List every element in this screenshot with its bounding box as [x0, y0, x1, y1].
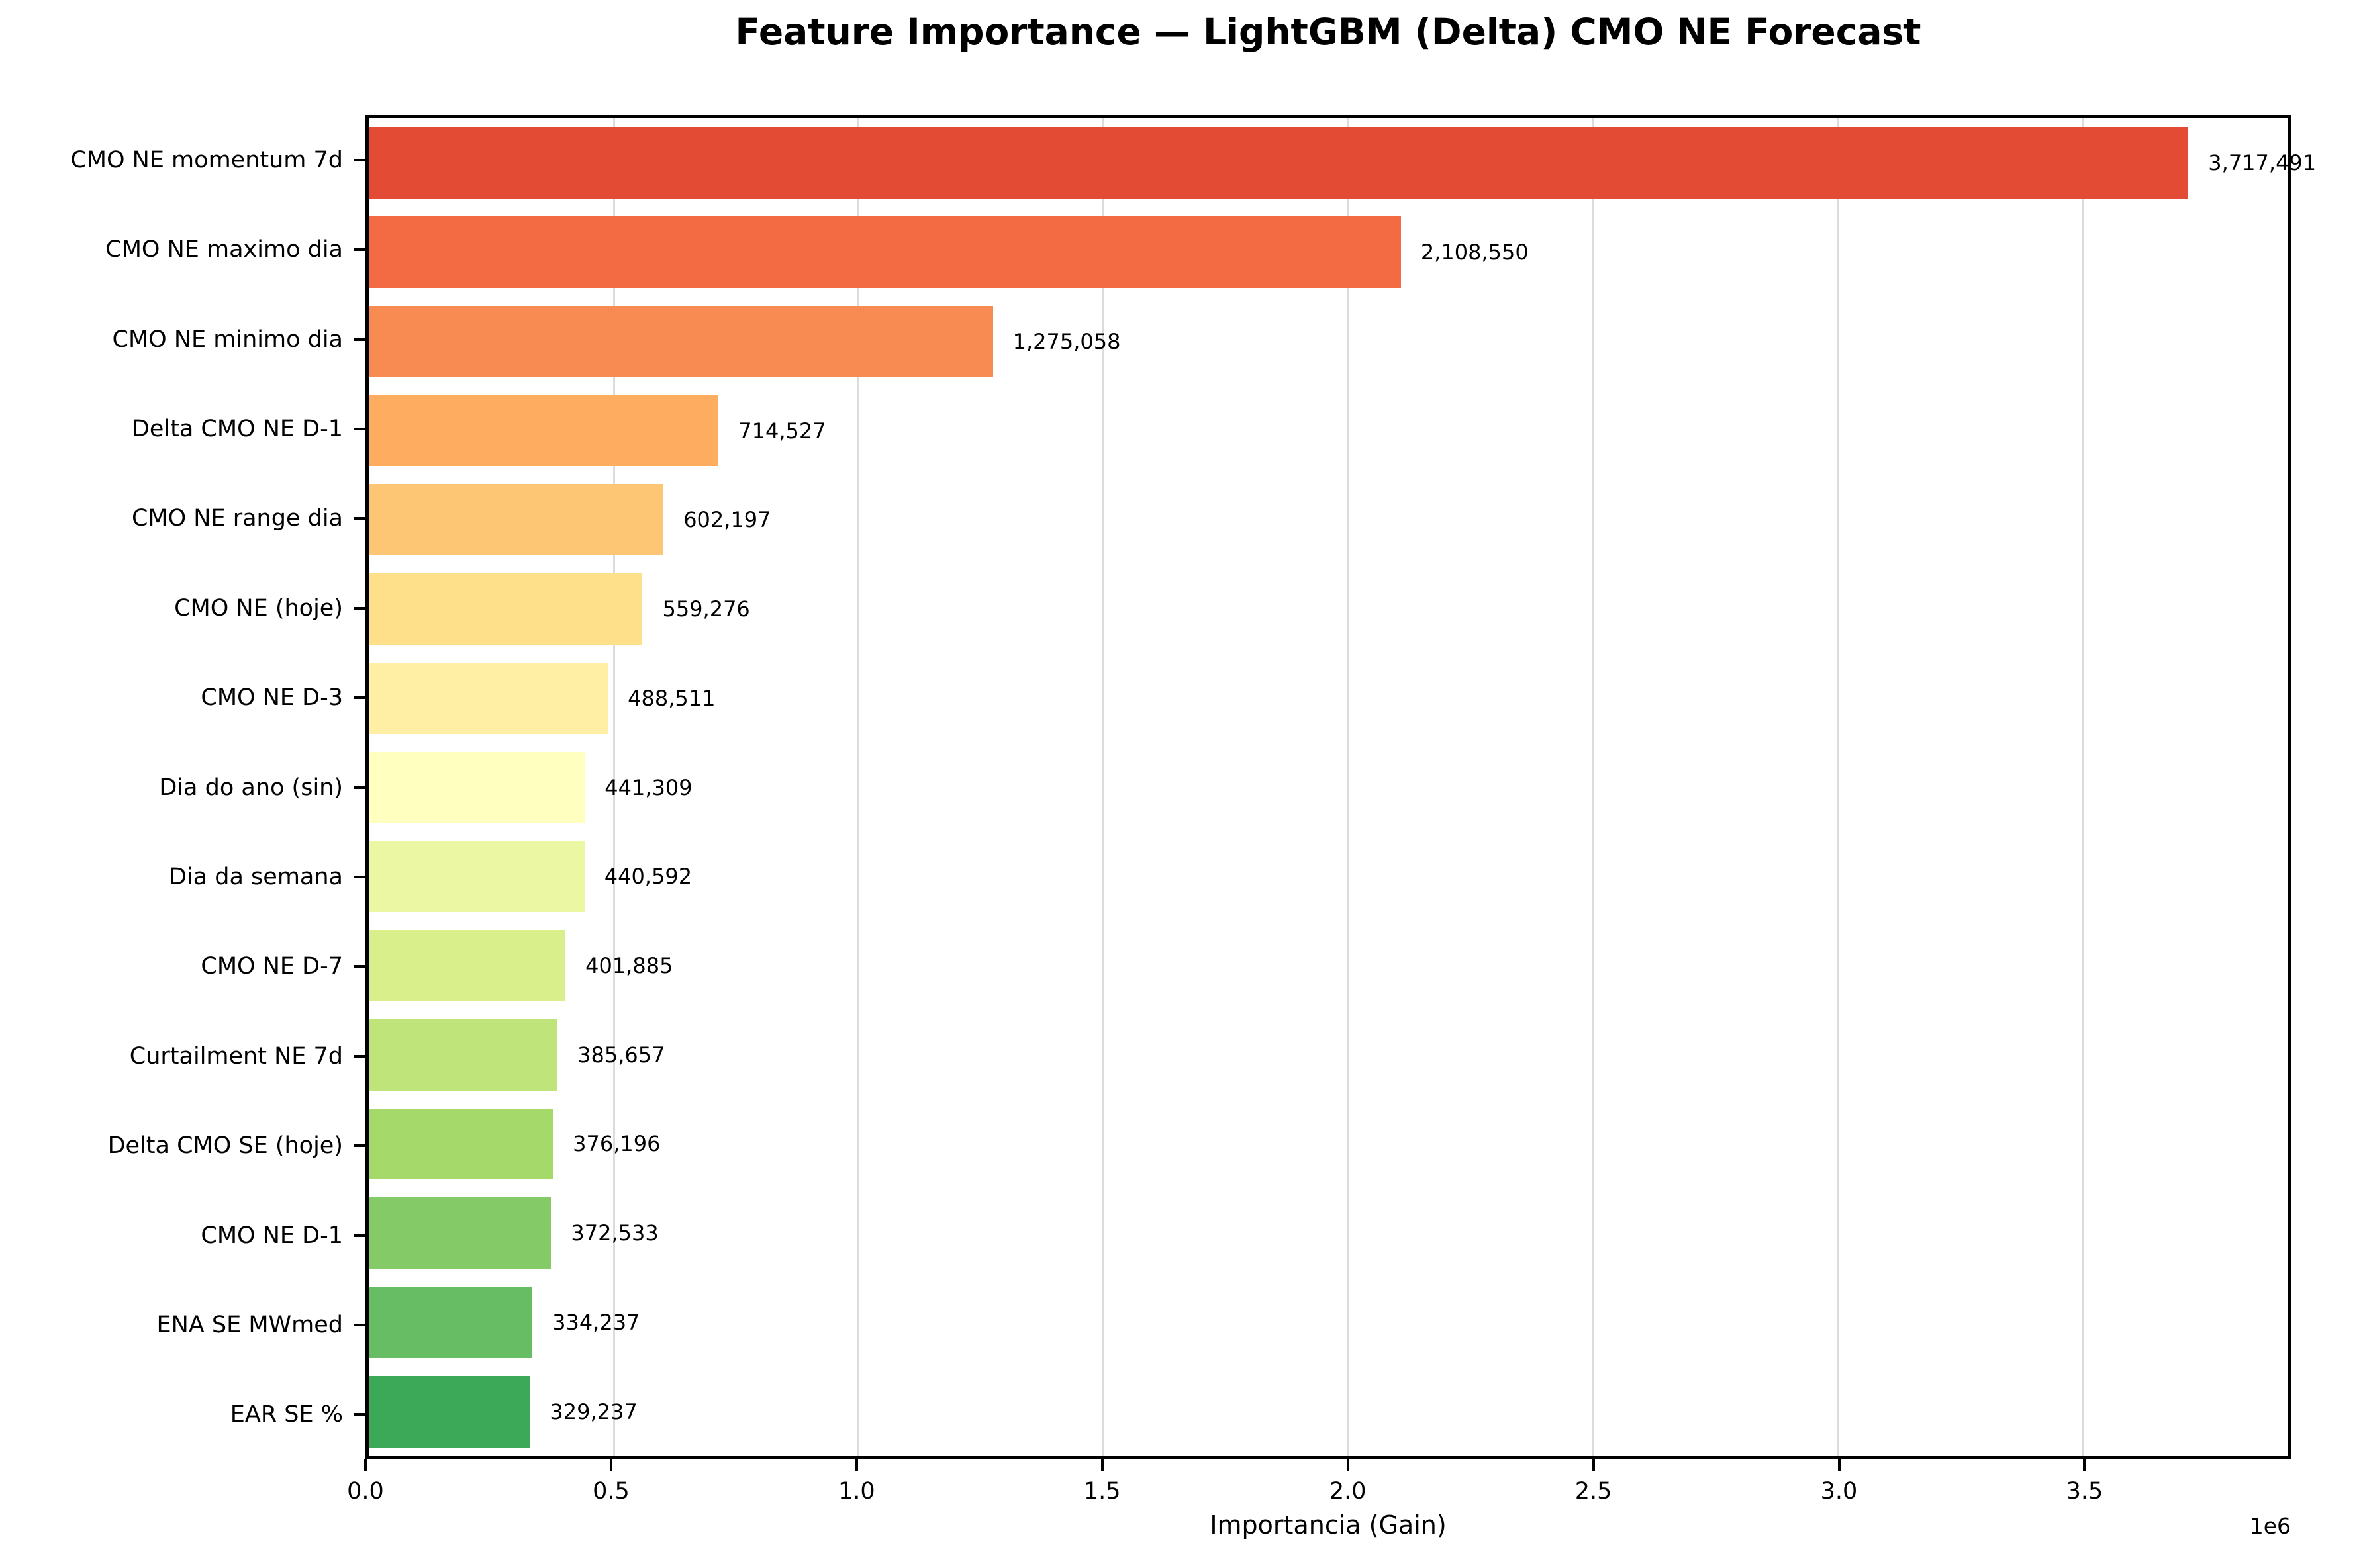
grid-layer	[369, 118, 2288, 1456]
x-axis-tick	[364, 1459, 367, 1471]
bar-value-label: 401,885	[585, 952, 673, 978]
y-axis-category-label: CMO NE D-7	[201, 953, 343, 980]
bar	[369, 394, 719, 467]
y-axis-tick	[354, 786, 365, 789]
y-axis-tick	[354, 427, 365, 430]
y-axis-category-label: CMO NE momentum 7d	[70, 146, 343, 173]
bar	[369, 751, 585, 823]
y-axis-category-label: CMO NE (hoje)	[174, 594, 343, 622]
bar	[369, 1287, 533, 1358]
chart-title: Feature Importance — LightGBM (Delta) CM…	[735, 11, 1921, 53]
y-axis-category-label: Dia da semana	[169, 863, 343, 890]
bar	[369, 1108, 554, 1180]
bar-value-label: 602,197	[683, 507, 771, 533]
y-axis-category-label: CMO NE maximo dia	[105, 236, 343, 263]
x-axis-tick	[1592, 1459, 1595, 1471]
y-axis-tick	[354, 1054, 365, 1058]
bar	[369, 1019, 558, 1091]
x-axis-tick-label: 2.0	[1329, 1478, 1367, 1504]
gridline	[1836, 118, 1839, 1456]
gridline	[857, 118, 860, 1456]
bar-value-label: 714,527	[738, 418, 826, 443]
bar	[369, 1375, 530, 1448]
bar-value-label: 2,108,550	[1420, 240, 1529, 265]
y-axis-tick	[354, 606, 365, 610]
y-axis-category-label: CMO NE range dia	[131, 505, 343, 532]
bar-value-label: 372,533	[571, 1221, 659, 1246]
y-axis-category-label: Delta CMO SE (hoje)	[107, 1132, 343, 1160]
y-axis-tick	[354, 965, 365, 968]
bar-layer: 3,717,491 2,108,550 1,275,058 714,527 60…	[369, 118, 2316, 1456]
bar-value-label: 376,196	[573, 1131, 661, 1157]
y-axis-category-label: CMO NE D-3	[201, 684, 343, 712]
y-axis-tick	[354, 1234, 365, 1237]
bar-value-label: 440,592	[604, 864, 693, 890]
bar-value-label: 559,276	[662, 596, 750, 622]
x-axis-tick	[1100, 1459, 1104, 1471]
x-axis-offset-label: 1e6	[2249, 1513, 2291, 1539]
bar	[369, 484, 664, 556]
gridline	[1347, 118, 1349, 1456]
y-axis-tick	[354, 1323, 365, 1326]
bar	[369, 841, 585, 913]
gridline	[1592, 118, 1594, 1456]
bar-value-label: 385,657	[577, 1042, 665, 1068]
x-axis-tick-label: 2.5	[1574, 1478, 1612, 1504]
y-axis-tick	[354, 517, 365, 520]
x-axis-tick	[2083, 1459, 2086, 1471]
gridline	[612, 118, 615, 1456]
y-axis-category-label: CMO NE minimo dia	[112, 326, 343, 353]
bar	[369, 662, 608, 734]
y-axis-tick	[354, 338, 365, 341]
y-axis-tick	[354, 696, 365, 700]
y-axis-tick	[354, 875, 365, 878]
y-axis-tick	[354, 158, 365, 161]
bar-value-label: 334,237	[552, 1309, 640, 1335]
x-axis-tick-label: 1.5	[1083, 1478, 1121, 1504]
bar	[369, 216, 1401, 288]
bar	[369, 305, 993, 377]
bar	[369, 930, 566, 1001]
x-axis-tick-label: 3.5	[2066, 1478, 2103, 1504]
y-axis-tick	[354, 1413, 365, 1416]
bar	[369, 1197, 552, 1269]
y-axis-category-label: Curtailment NE 7d	[129, 1042, 343, 1070]
bar	[369, 573, 643, 645]
x-axis-tick-label: 1.0	[838, 1478, 875, 1504]
x-axis-tick	[609, 1459, 612, 1471]
y-axis-category-label: Delta CMO NE D-1	[131, 415, 343, 442]
bar-value-label: 441,309	[604, 774, 693, 800]
bar-value-label: 488,511	[628, 685, 716, 711]
bar-value-label: 1,275,058	[1012, 328, 1121, 354]
x-axis-label: Importancia (Gain)	[1210, 1510, 1447, 1540]
y-axis-category-label: EAR SE %	[230, 1401, 343, 1428]
x-axis-tick-label: 0.5	[593, 1478, 630, 1504]
gridline	[1102, 118, 1104, 1456]
y-axis-category-label: CMO NE D-1	[201, 1222, 343, 1249]
x-axis-tick	[855, 1459, 858, 1471]
bar	[369, 127, 2189, 199]
x-axis-tick-label: 3.0	[1820, 1478, 1858, 1504]
plot-area: 3,717,491 2,108,550 1,275,058 714,527 60…	[365, 115, 2316, 1459]
x-axis-tick-label: 0.0	[347, 1478, 384, 1504]
bar-value-label: 3,717,491	[2208, 150, 2317, 176]
bar-value-label: 329,237	[550, 1399, 638, 1424]
gridline	[2081, 118, 2084, 1456]
y-axis-category-label: Dia do ano (sin)	[159, 774, 343, 801]
y-axis-tick	[354, 1144, 365, 1148]
x-axis-tick	[1837, 1459, 1841, 1471]
x-axis-tick	[1346, 1459, 1349, 1471]
y-axis-category-label: ENA SE MWmed	[156, 1311, 343, 1338]
y-axis-tick	[354, 248, 365, 252]
